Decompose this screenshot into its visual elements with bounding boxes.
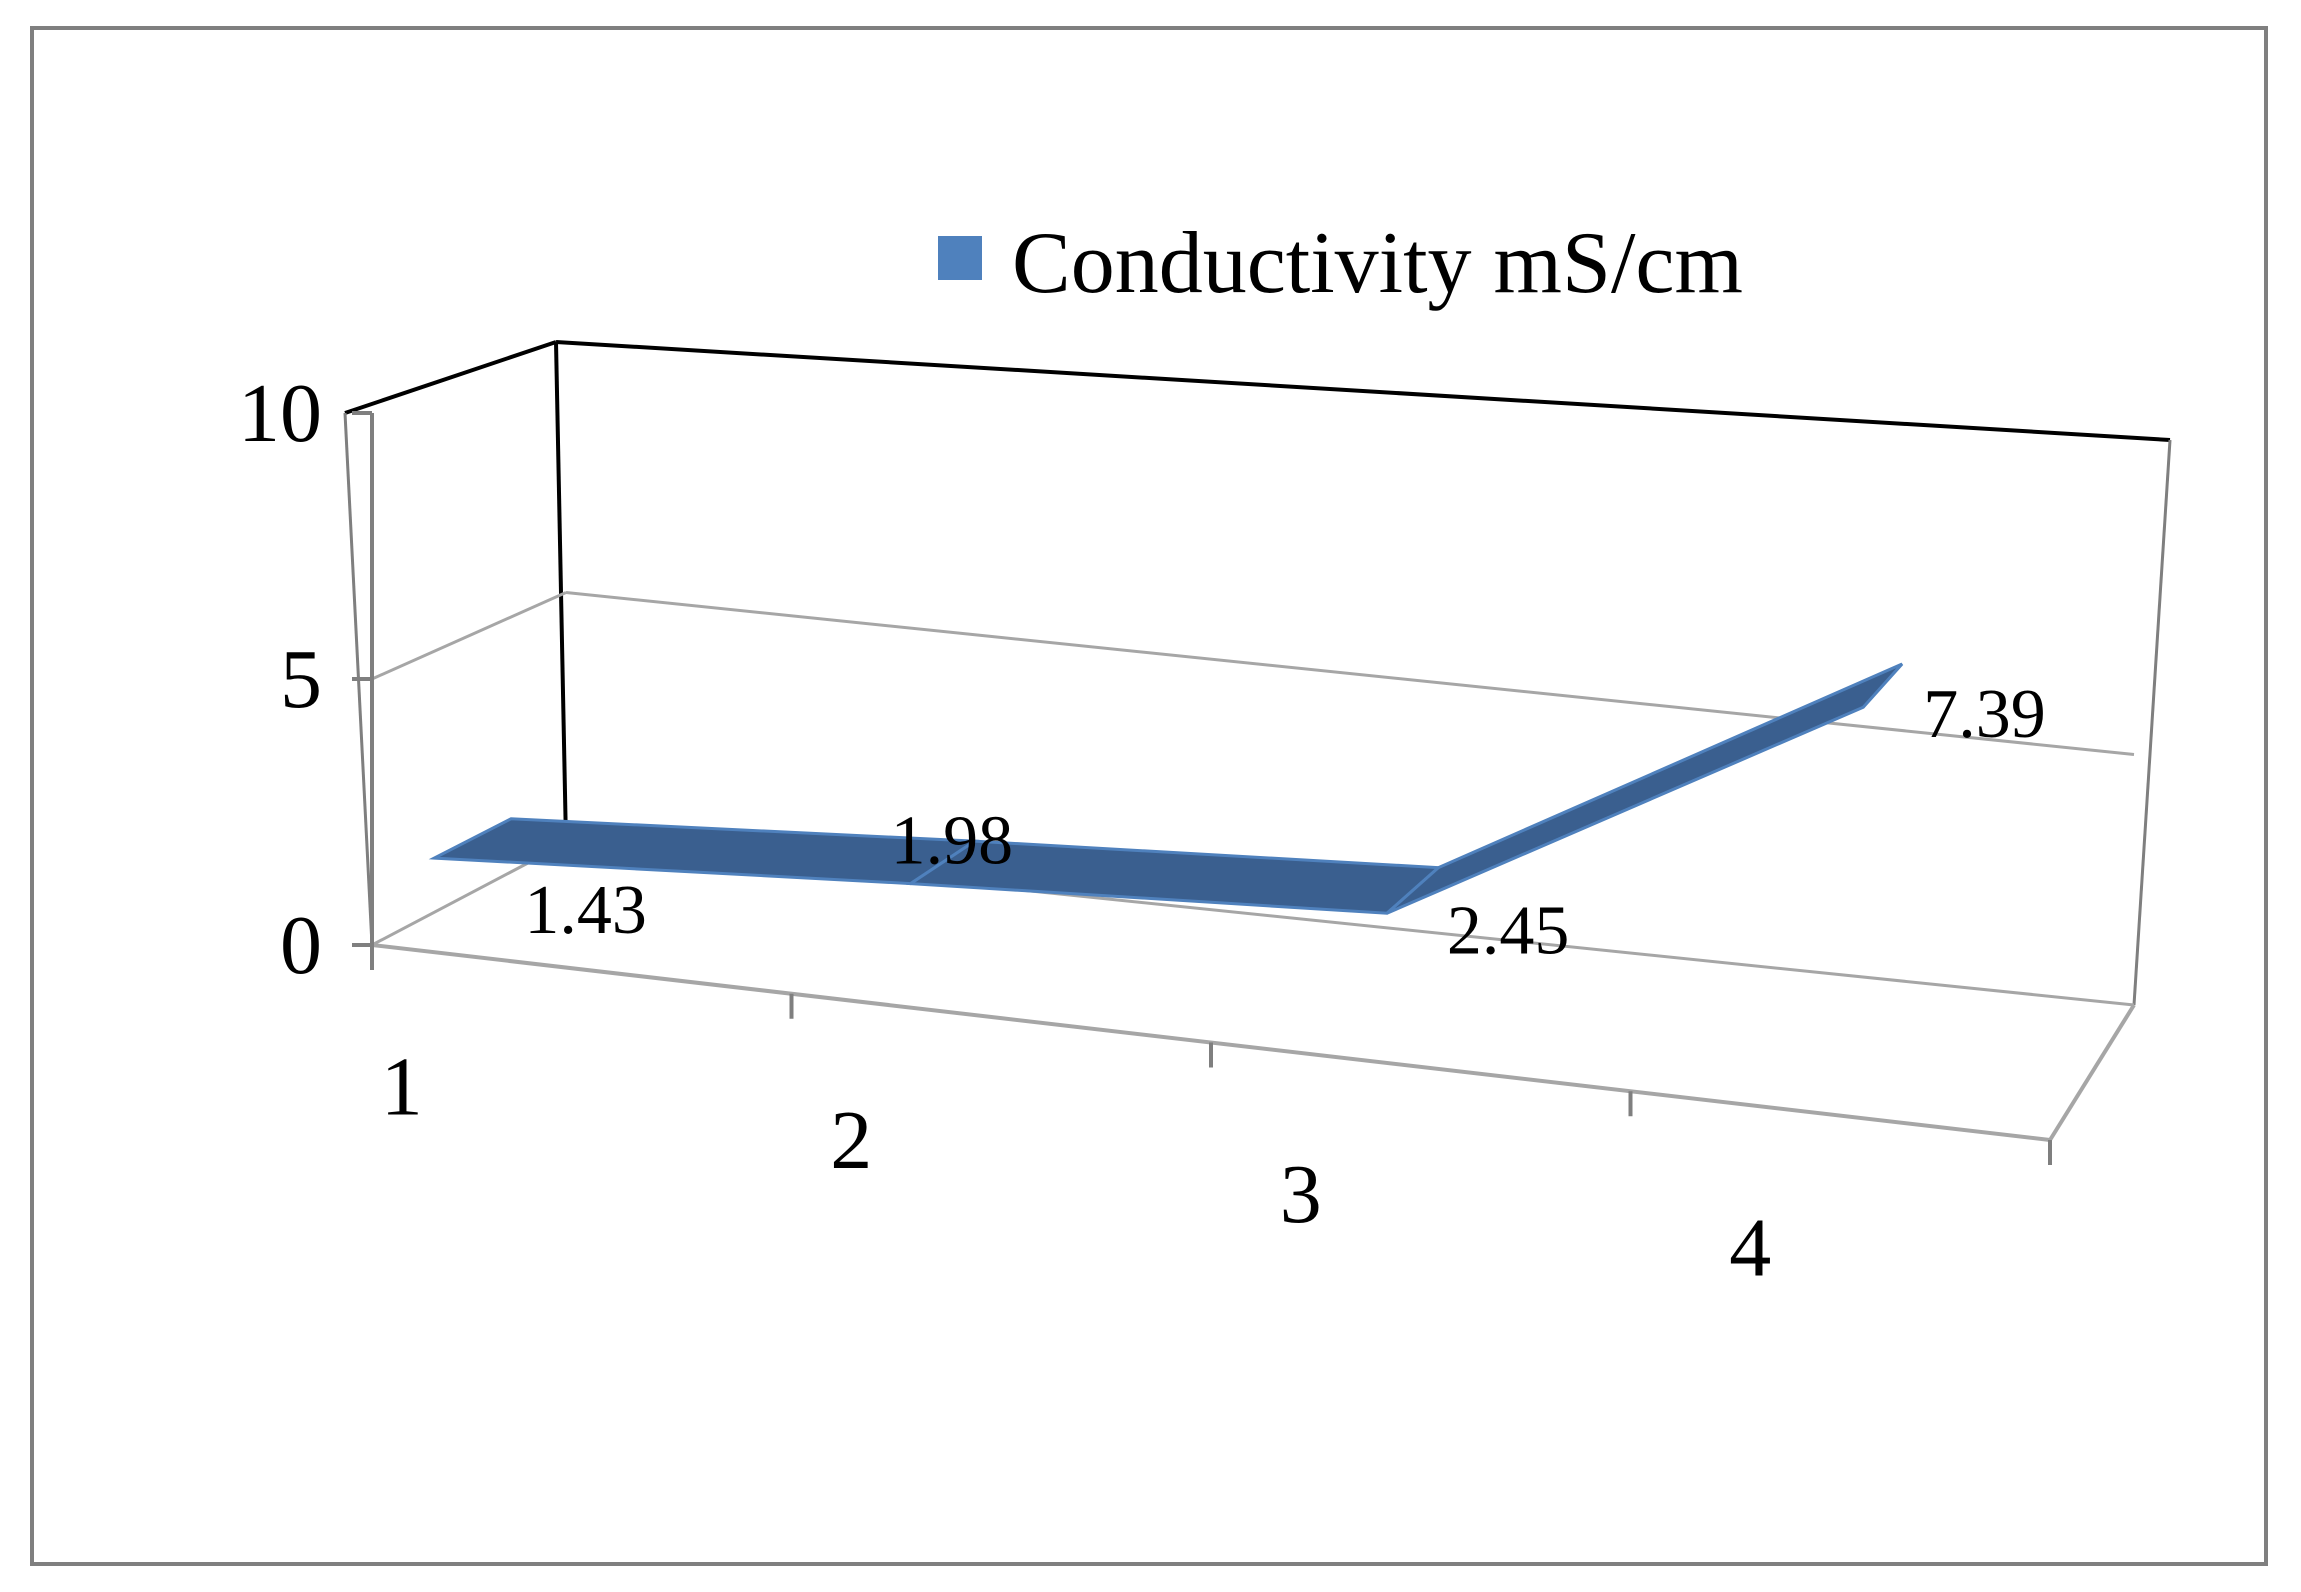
data-point [909,882,912,885]
data-label: 7.39 [1923,676,2046,753]
gridlines [371,591,2135,756]
chart-frame [30,26,2268,1566]
side-gridline [371,591,567,681]
y-axis: 0 5 10 [238,367,374,992]
data-label: 1.43 [524,872,647,949]
data-point [1385,912,1388,915]
y-tick-label: 5 [280,633,322,726]
x-tick-label: 4 [1729,1202,1771,1295]
side-wall-top-edge [344,340,557,415]
series-conductivity [428,662,1904,915]
data-label: 2.45 [1447,892,1570,969]
back-wall-right-edge [2132,439,2172,1006]
floor-right-edge [2048,1003,2136,1142]
legend-swatch [938,236,982,280]
data-point [1862,706,1865,709]
ribbon-segment [1385,662,1904,915]
data-label: 1.98 [891,803,1014,880]
legend: Conductivity mS/cm [938,215,1743,312]
back-wall-top-edge [555,340,2171,442]
back-gridline [565,591,2135,756]
back-wall-left-edge [554,341,568,844]
y-tick-label: 0 [280,899,322,992]
data-point [433,857,436,860]
x-axis: 1 2 3 4 [370,945,2052,1295]
x-tick-label: 1 [381,1040,423,1133]
legend-label: Conductivity mS/cm [1012,215,1743,312]
data-labels: 1.43 1.98 2.45 7.39 [524,676,2045,969]
y-tick-label: 10 [238,367,322,460]
x-tick-label: 2 [830,1094,872,1187]
x-tick-label: 3 [1280,1148,1322,1241]
